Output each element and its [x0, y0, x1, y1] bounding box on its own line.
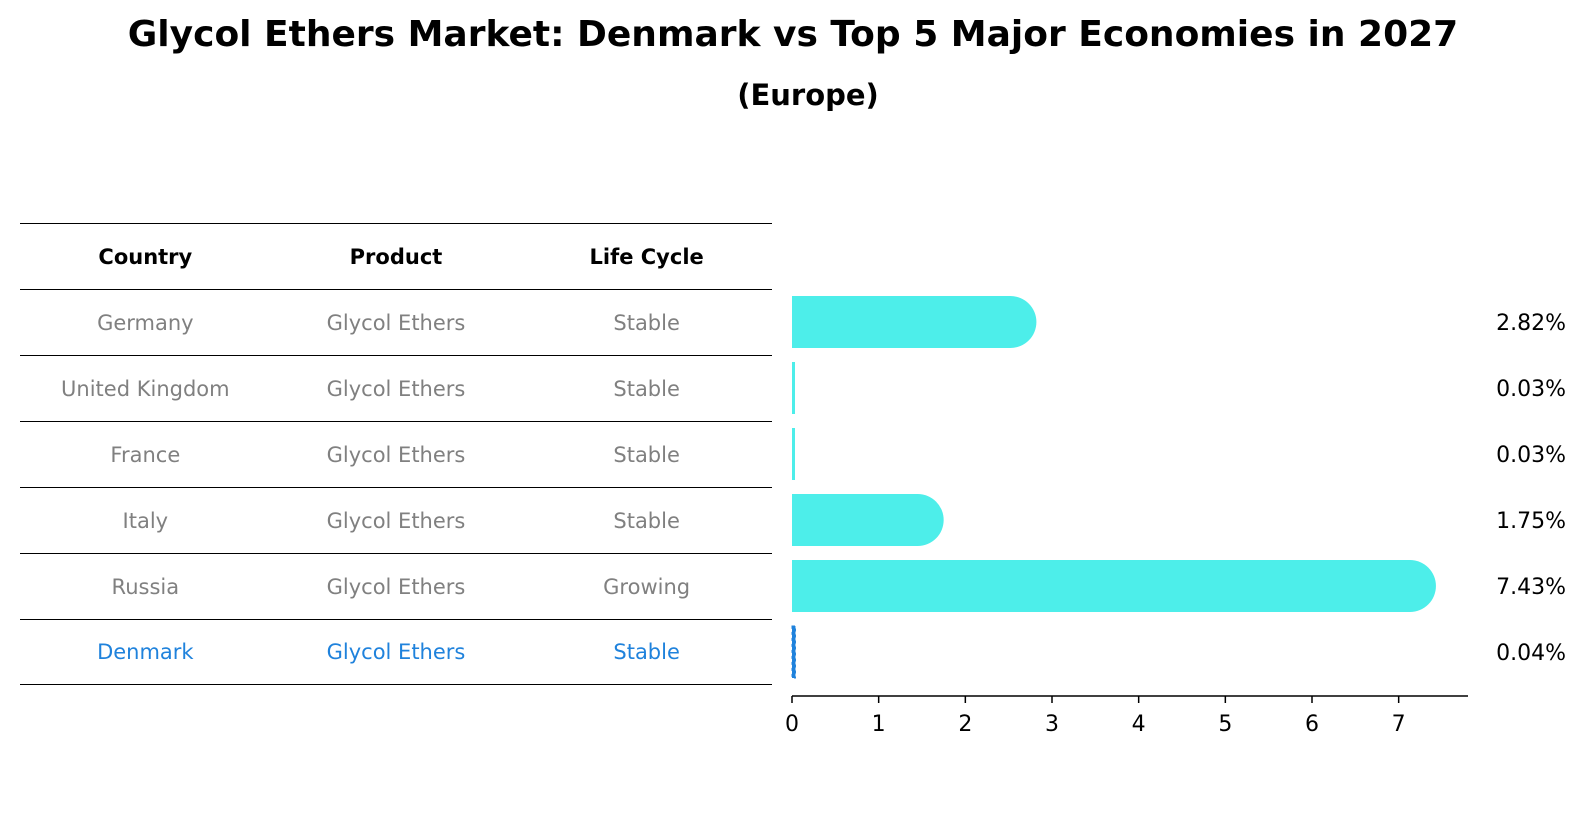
table-row: Italy Glycol Ethers Stable — [20, 487, 772, 553]
cell-life-cycle: Stable — [613, 376, 680, 401]
bar-value-label: 0.03% — [1496, 377, 1566, 402]
data-table: Country Product Life Cycle Germany Glyco… — [20, 223, 772, 685]
cell-product: Glycol Ethers — [326, 376, 466, 401]
x-tick-label: 4 — [1132, 712, 1146, 737]
cell-life-cycle: Stable — [613, 640, 680, 664]
x-tick-label: 6 — [1305, 712, 1319, 737]
cell-life-cycle: Stable — [613, 508, 680, 533]
cell-product: Glycol Ethers — [326, 508, 466, 533]
bar — [791, 625, 796, 679]
x-tick-label: 2 — [958, 712, 972, 737]
x-tick-label: 7 — [1392, 712, 1406, 737]
header-country: Country — [98, 244, 193, 269]
bar — [792, 494, 944, 546]
x-tick-label: 5 — [1218, 712, 1232, 737]
bar — [792, 296, 1037, 348]
cell-country: Germany — [97, 310, 194, 335]
bar-value-label: 2.82% — [1496, 311, 1566, 336]
bar — [792, 362, 795, 414]
cell-life-cycle: Stable — [613, 310, 680, 335]
table-header-row: Country Product Life Cycle — [20, 223, 772, 289]
bar-value-label: 0.03% — [1496, 443, 1566, 468]
chart-title: Glycol Ethers Market: Denmark vs Top 5 M… — [127, 14, 1459, 55]
table-row: United Kingdom Glycol Ethers Stable — [20, 355, 772, 421]
x-tick-label: 3 — [1045, 712, 1059, 737]
x-tick-label: 1 — [872, 712, 886, 737]
cell-life-cycle: Stable — [613, 442, 680, 467]
cell-country: Denmark — [97, 640, 194, 664]
cell-product: Glycol Ethers — [326, 574, 466, 599]
chart-subtitle: (Europe) — [737, 78, 879, 112]
bar-value-label: 0.04% — [1496, 641, 1566, 666]
x-tick-label: 0 — [785, 712, 799, 737]
header-product: Product — [349, 244, 443, 269]
cell-country: United Kingdom — [61, 376, 230, 401]
bar-value-label: 7.43% — [1496, 575, 1566, 600]
cell-product: Glycol Ethers — [326, 640, 466, 664]
table-row: France Glycol Ethers Stable — [20, 421, 772, 487]
cell-country: France — [110, 442, 181, 467]
cell-country: Russia — [111, 574, 180, 599]
table-row-highlight: Denmark Glycol Ethers Stable — [20, 619, 772, 685]
cell-country: Italy — [122, 508, 169, 533]
header-life-cycle: Life Cycle — [589, 244, 704, 269]
cell-product: Glycol Ethers — [326, 310, 466, 335]
bar — [792, 560, 1436, 612]
cell-life-cycle: Growing — [603, 574, 691, 599]
table-row: Germany Glycol Ethers Stable — [20, 289, 772, 355]
bar — [792, 428, 795, 480]
bar-value-label: 1.75% — [1496, 509, 1566, 534]
table-row: Russia Glycol Ethers Growing — [20, 553, 772, 619]
cell-product: Glycol Ethers — [326, 442, 466, 467]
